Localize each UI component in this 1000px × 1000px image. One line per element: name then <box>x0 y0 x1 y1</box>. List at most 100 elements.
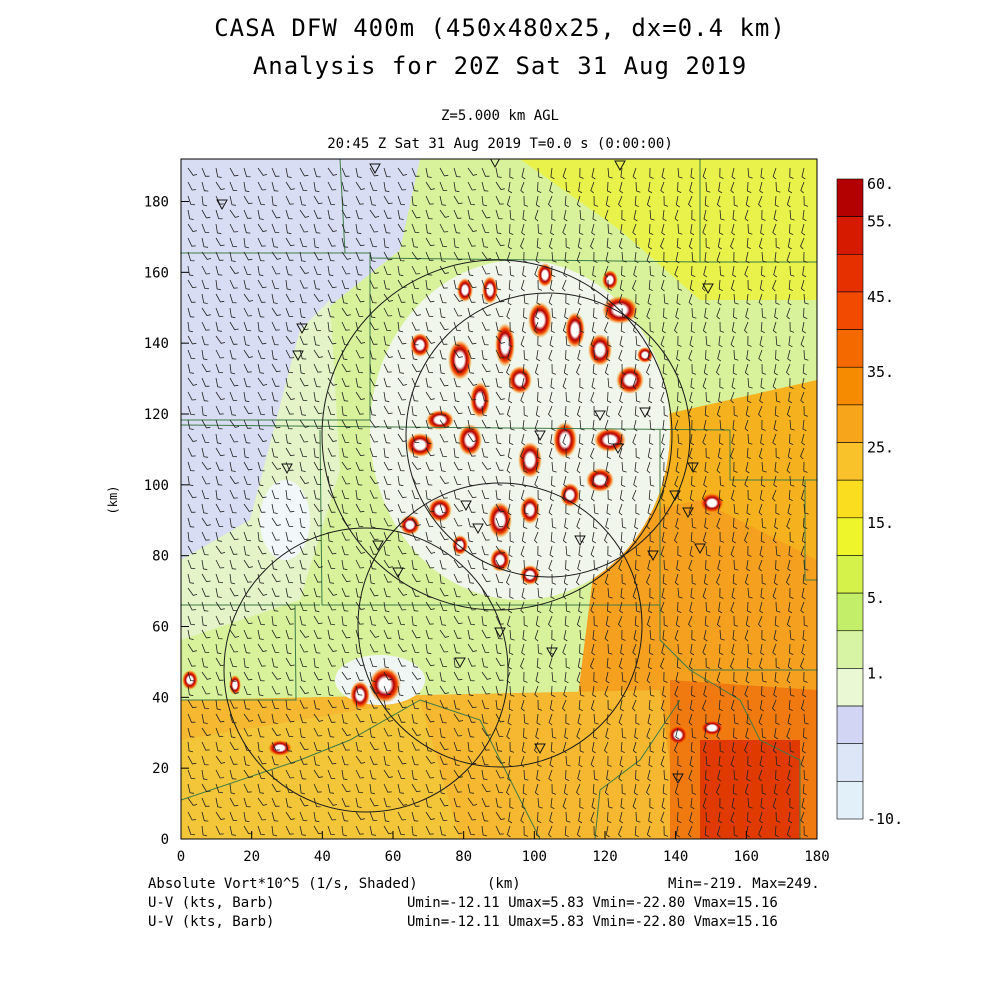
wind-barb <box>257 545 267 555</box>
wind-barb <box>285 783 293 794</box>
wind-barb <box>773 209 778 222</box>
wind-barb <box>369 531 379 541</box>
wind-barb <box>327 251 335 262</box>
wind-barb <box>411 559 418 571</box>
wind-barb <box>327 279 337 289</box>
wind-barb <box>243 363 252 373</box>
wind-barb <box>453 825 463 835</box>
wind-barb <box>271 405 278 417</box>
wind-barb <box>565 293 570 305</box>
wind-barb <box>605 517 610 530</box>
wind-barb <box>705 349 710 361</box>
wind-barb <box>243 377 251 388</box>
wind-barb <box>285 587 292 598</box>
wind-barb <box>565 335 571 347</box>
wind-barb <box>579 643 584 655</box>
wind-barb <box>730 181 735 194</box>
wind-barb <box>744 209 749 222</box>
wind-barb <box>744 741 749 754</box>
wind-barb <box>397 517 405 528</box>
wind-barb <box>341 713 348 724</box>
colorbar-swatch <box>836 442 864 481</box>
wind-barb <box>508 489 513 502</box>
wind-barb <box>271 419 281 429</box>
wind-barb <box>536 237 541 250</box>
wind-barb <box>716 615 721 628</box>
wind-barb <box>243 167 251 178</box>
wind-barb <box>299 209 310 218</box>
x-tick-label: 0 <box>177 849 185 865</box>
wind-barb <box>593 349 599 361</box>
wind-barb <box>551 783 557 795</box>
wind-barb <box>467 209 474 220</box>
wind-barb <box>201 405 208 417</box>
wind-barb <box>439 601 448 611</box>
wind-barb <box>285 573 293 584</box>
wind-barb <box>439 671 446 682</box>
wind-barb <box>285 517 294 527</box>
wind-barb <box>730 279 735 292</box>
wind-barb <box>257 797 268 806</box>
wind-barb <box>397 587 408 596</box>
wind-barb <box>481 293 488 304</box>
wind-barb <box>313 713 324 722</box>
wind-barb <box>590 237 595 250</box>
wind-barb <box>397 237 406 247</box>
wind-barb <box>747 391 752 403</box>
wind-barb <box>534 321 539 334</box>
wind-barb <box>453 447 460 459</box>
wind-barb <box>593 293 599 305</box>
colorbar-swatch <box>836 555 864 594</box>
wind-barb <box>576 727 581 740</box>
wind-barb <box>215 419 223 430</box>
wind-barb <box>313 797 321 808</box>
wind-barb <box>523 517 528 529</box>
wind-barb <box>271 391 279 402</box>
wind-barb <box>495 363 503 374</box>
wind-barb <box>257 209 264 220</box>
barb-label-2: U-V (kts, Barb) <box>148 914 275 930</box>
wind-barb <box>744 629 749 642</box>
wind-barb <box>243 727 253 737</box>
wind-barb <box>467 811 477 821</box>
wind-barb <box>313 601 320 613</box>
wind-barb <box>632 797 637 810</box>
wind-barb <box>229 797 239 807</box>
wind-barb <box>187 307 195 318</box>
wind-barb <box>607 587 613 599</box>
wind-barb <box>774 825 779 838</box>
wind-barb <box>579 475 585 487</box>
wind-barb <box>313 727 323 737</box>
wind-barb <box>730 391 735 404</box>
wind-barb <box>313 419 322 429</box>
wind-barb <box>788 279 793 292</box>
wind-barb <box>759 545 764 558</box>
wind-barb <box>761 209 766 221</box>
wind-barb <box>618 559 623 572</box>
wind-barb <box>453 797 461 808</box>
wind-barb <box>257 321 264 333</box>
wind-barb <box>660 657 665 670</box>
wind-barb <box>467 545 477 555</box>
wind-barb <box>243 517 253 527</box>
wind-barb <box>201 587 210 597</box>
wind-barb <box>604 531 609 544</box>
wind-barb <box>618 825 623 838</box>
wind-barb <box>411 307 421 316</box>
wind-barb <box>772 741 777 754</box>
wind-barb <box>285 503 295 513</box>
wind-barb <box>271 433 280 443</box>
wind-barb <box>677 167 683 179</box>
wind-barb <box>718 545 723 558</box>
wind-barb <box>481 531 490 541</box>
wind-barb <box>775 503 780 515</box>
wind-barb <box>677 377 683 389</box>
wind-barb <box>439 293 447 304</box>
wind-barb <box>800 447 805 460</box>
wind-barb <box>716 363 721 376</box>
wind-barb <box>593 559 599 571</box>
wind-barb <box>648 279 653 292</box>
wind-barb <box>285 461 294 471</box>
wind-barb <box>215 573 223 584</box>
wind-barb <box>453 559 463 568</box>
